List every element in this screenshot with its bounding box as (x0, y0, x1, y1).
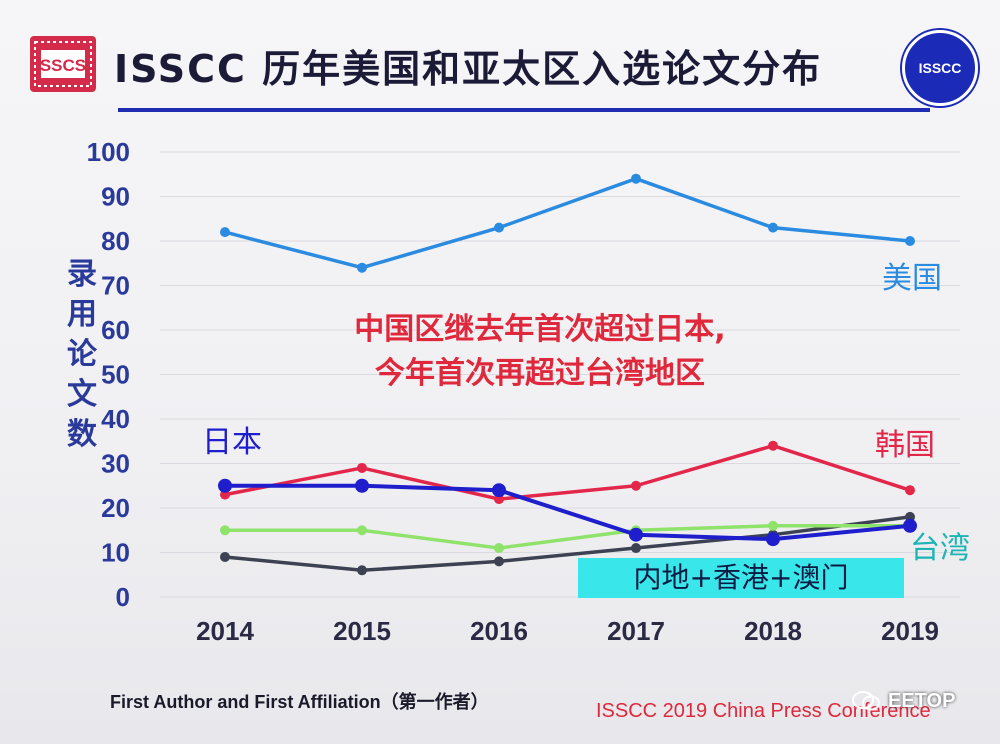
page-title: ISSCC 历年美国和亚太区入选论文分布 (114, 47, 823, 91)
data-point-1 (218, 478, 232, 493)
footer-note: First Author and First Affiliation（第一作者） (110, 692, 489, 712)
series-label: 日本 (202, 425, 262, 460)
y-tick-label: 30 (101, 449, 130, 479)
annotation-line-2: 今年首次再超过台湾地区 (375, 356, 705, 391)
x-tick-labels: 2014 2015 2016 2017 2018 2019 (196, 616, 939, 646)
isscc-logo: ISSCC (902, 30, 978, 106)
y-tick-label: 50 (101, 360, 130, 390)
data-point-0 (905, 236, 915, 246)
data-point-3 (494, 543, 504, 554)
y-tick-label: 40 (101, 404, 130, 434)
footer-conference: ISSCC 2019 China Press Conference (596, 700, 931, 722)
y-tick-label: 80 (101, 226, 130, 256)
y-axis-label-char: 录 (67, 257, 97, 292)
sscs-logo: SSCS (30, 36, 96, 92)
series-label: 美国 (882, 261, 942, 296)
sscs-logo-text: SSCS (40, 56, 86, 75)
data-point-4 (631, 543, 641, 554)
series-line-3 (225, 524, 910, 550)
y-tick-label: 20 (101, 493, 130, 523)
x-tick-label: 2017 (607, 616, 665, 646)
data-point-3 (768, 520, 778, 531)
x-tick-label: 2016 (470, 616, 528, 646)
y-axis-label-char: 论 (67, 337, 97, 372)
data-point-4 (357, 565, 367, 576)
data-point-2 (905, 485, 915, 496)
x-tick-label: 2014 (196, 616, 254, 646)
watermark: EETOP (888, 690, 956, 712)
y-axis-label-char: 文 (67, 377, 97, 412)
series-line-1 (225, 483, 911, 542)
y-tick-label: 100 (87, 137, 130, 167)
chart-annotation: 中国区继去年首次超过日本, 今年首次再超过台湾地区 (300, 308, 780, 396)
data-point-1 (903, 518, 917, 533)
data-point-0 (494, 222, 504, 233)
data-point-0 (768, 222, 778, 233)
series-line-0 (224, 176, 911, 270)
series-label: 韩国 (875, 428, 935, 463)
wechat-icon (852, 691, 880, 711)
y-tick-label: 70 (101, 271, 130, 301)
data-point-1 (766, 532, 780, 547)
y-tick-label: 60 (101, 315, 130, 345)
y-tick-label: 90 (101, 182, 130, 212)
x-tick-label: 2015 (333, 616, 391, 646)
data-point-2 (768, 440, 778, 451)
data-point-2 (357, 462, 367, 473)
data-point-0 (357, 262, 367, 273)
y-axis-label-char: 数 (67, 417, 97, 452)
x-tick-label: 2018 (744, 616, 802, 646)
data-point-1 (355, 478, 369, 493)
chart-series (218, 173, 917, 576)
series-label-china-box: 内地+香港+澳门 (578, 558, 904, 598)
data-point-4 (494, 556, 504, 567)
y-tick-labels: 0 10 20 30 40 50 60 70 80 90 100 (87, 137, 130, 612)
title-divider (118, 108, 930, 112)
annotation-line-1: 中国区继去年首次超过日本, (354, 312, 726, 347)
data-point-1 (629, 527, 643, 542)
series-line-2 (224, 443, 911, 501)
data-point-4 (220, 551, 230, 562)
data-point-0 (631, 173, 641, 184)
x-tick-label: 2019 (881, 616, 939, 646)
y-tick-label: 0 (116, 582, 130, 612)
data-point-0 (220, 227, 230, 238)
y-tick-label: 10 (101, 538, 130, 568)
y-axis-label-char: 用 (67, 297, 97, 332)
series-line-4 (224, 515, 911, 573)
data-point-1 (492, 483, 506, 498)
y-axis-label: 录用论文数 (62, 255, 102, 455)
data-point-2 (631, 480, 641, 491)
data-point-3 (357, 525, 367, 536)
data-point-3 (220, 525, 230, 536)
series-label: 台湾 (910, 531, 970, 566)
